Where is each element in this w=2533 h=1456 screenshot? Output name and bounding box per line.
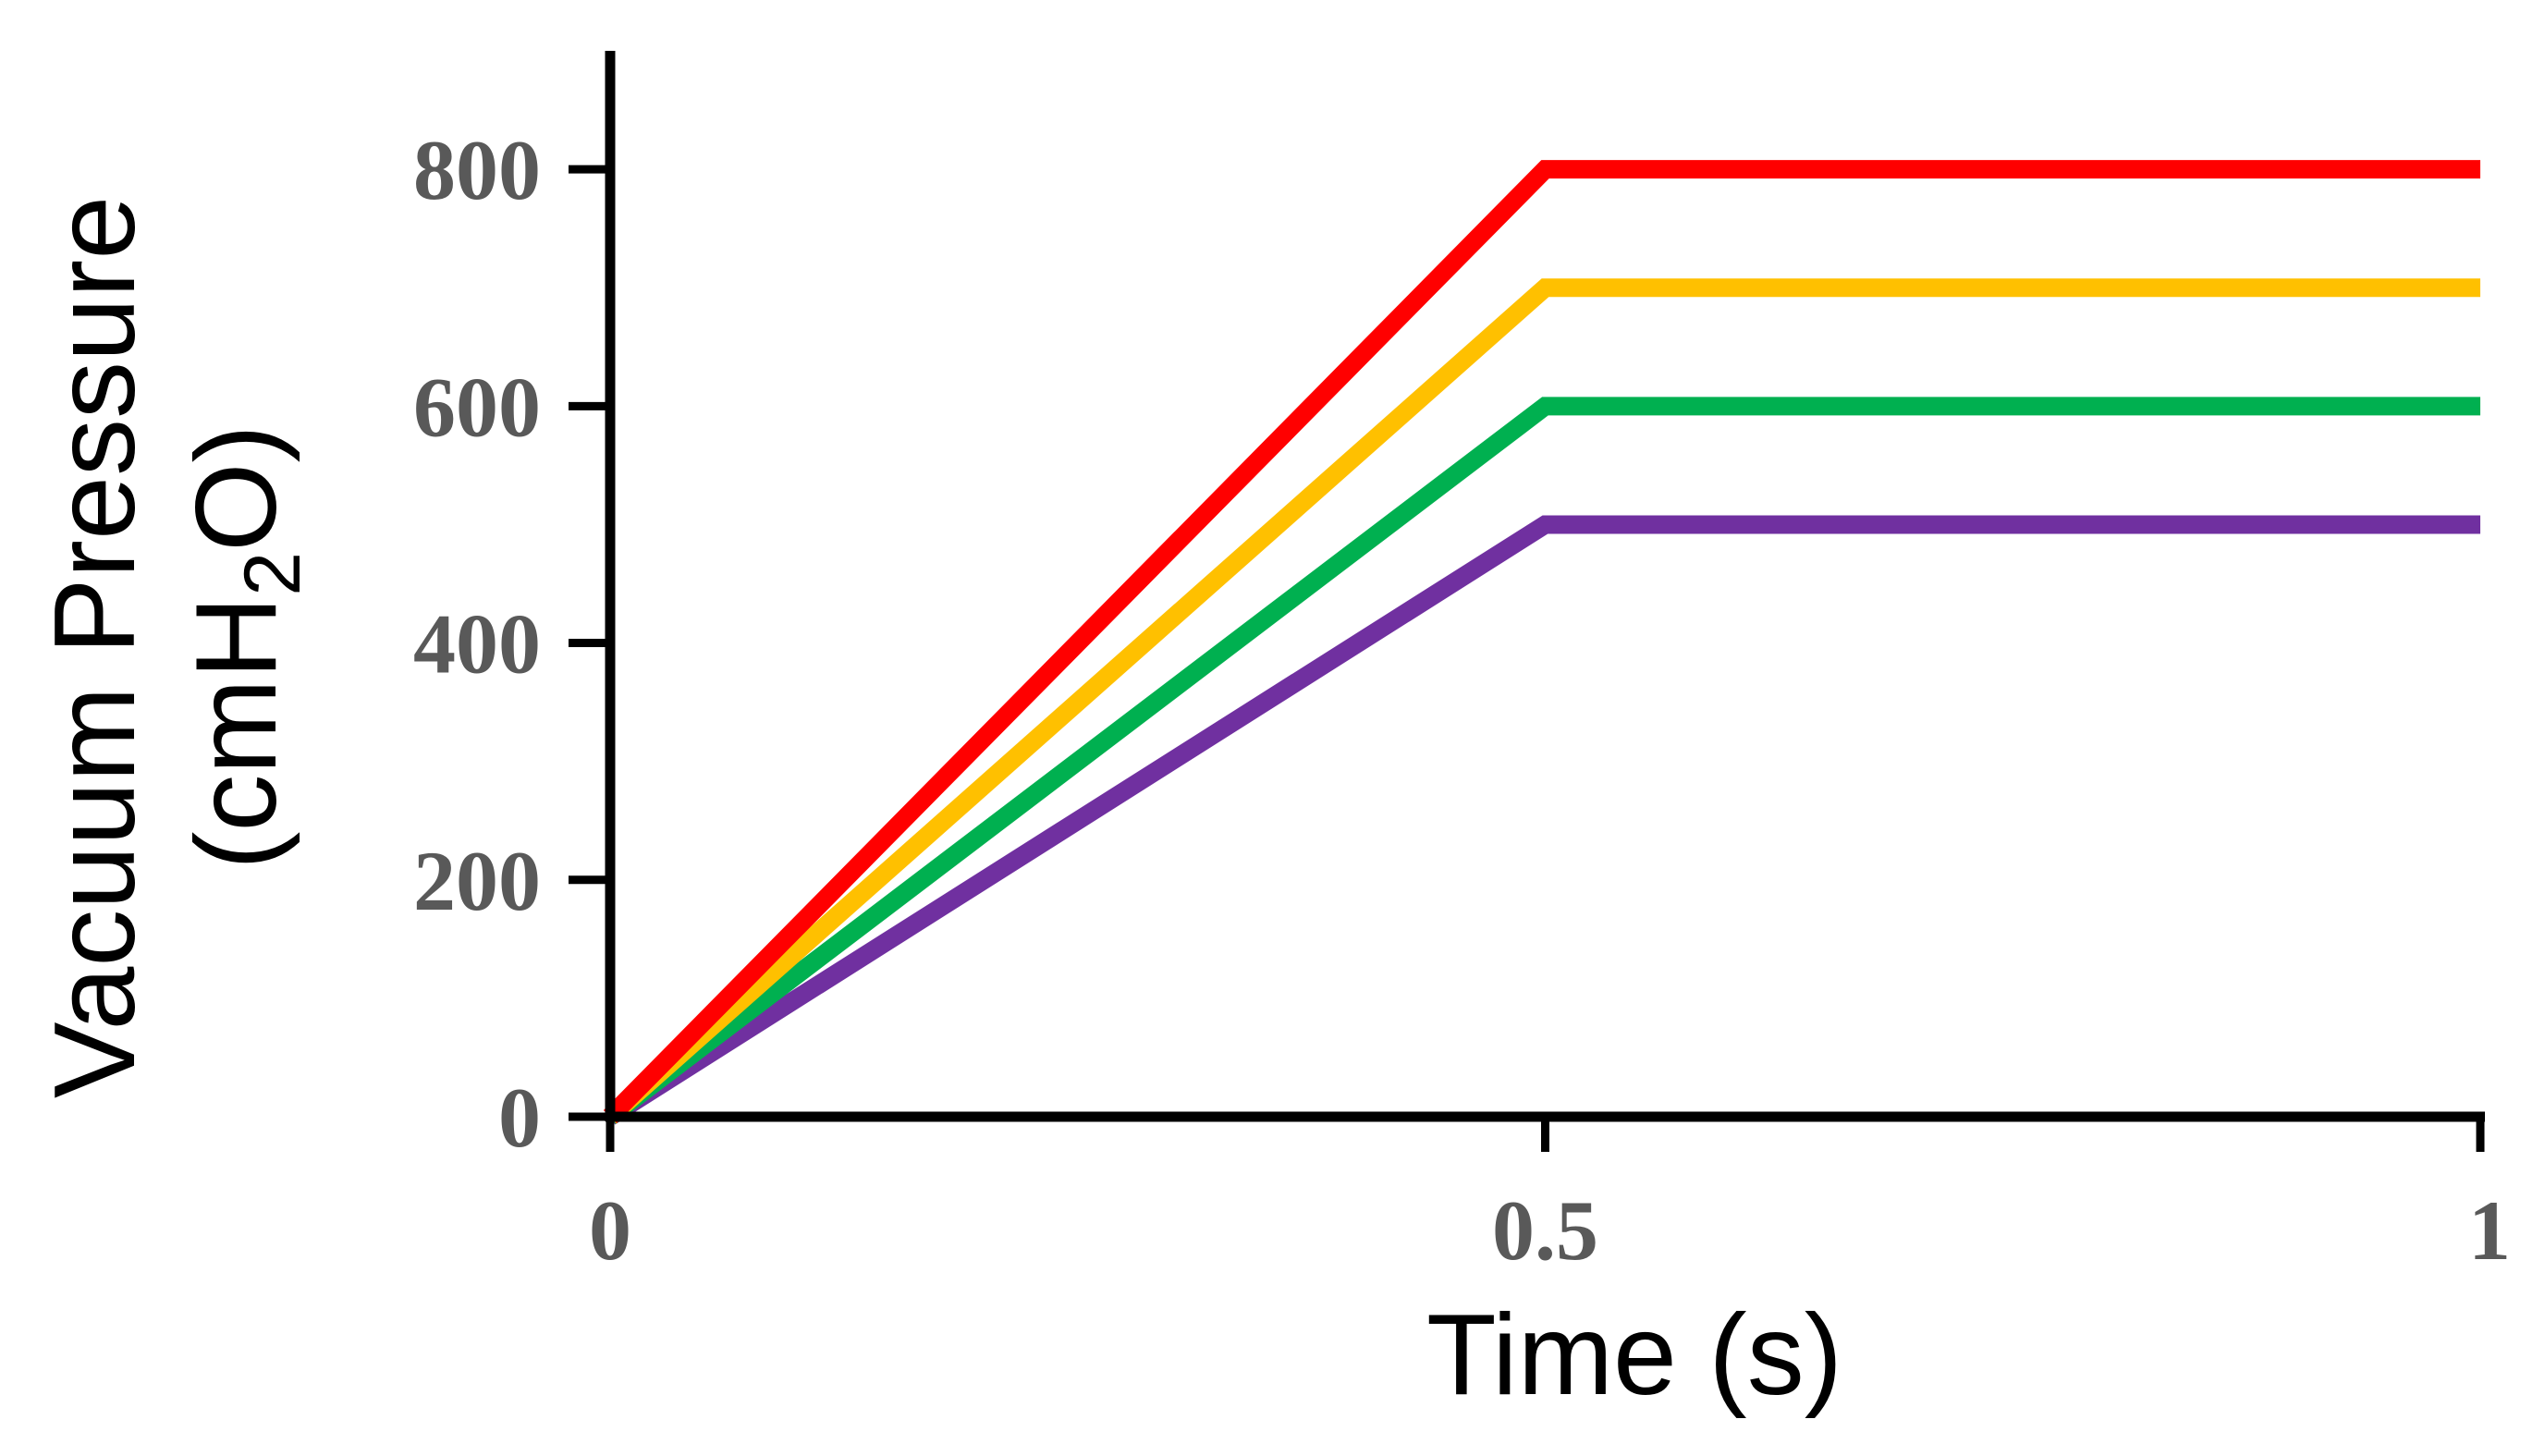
y-axis-title: Vacuum Pressure (cmH2O) xyxy=(31,196,317,1098)
y-tick-label: 200 xyxy=(413,834,541,928)
series-layer xyxy=(603,160,2480,1125)
x-axis-title: Time (s) xyxy=(1426,1291,1842,1419)
y-tick-label: 800 xyxy=(413,123,541,217)
x-tick-label: 0.5 xyxy=(1492,1183,1598,1278)
y-tick-label: 400 xyxy=(413,597,541,691)
y-tick-label: 0 xyxy=(498,1071,541,1165)
y-axis-title-unit-prefix: (cmH xyxy=(173,596,300,870)
y-axis-title-line2: (cmH2O) xyxy=(173,424,317,870)
x-ticks: 0 0.5 1 xyxy=(589,1117,2511,1278)
series-line xyxy=(603,160,2480,1124)
y-axis-title-unit-suffix: O) xyxy=(173,424,300,552)
y-axis-title-unit-subscript: 2 xyxy=(228,552,317,596)
axes-layer xyxy=(605,51,2485,1122)
y-tick-label: 600 xyxy=(413,360,541,454)
series-line xyxy=(605,515,2480,1125)
series-line xyxy=(604,278,2480,1124)
x-tick-label: 0 xyxy=(589,1183,631,1278)
x-tick-label: 1 xyxy=(2468,1183,2511,1278)
y-ticks: 0 200 400 600 800 xyxy=(413,123,610,1165)
series-line xyxy=(604,397,2480,1124)
y-axis-title-line1: Vacuum Pressure xyxy=(31,196,159,1098)
